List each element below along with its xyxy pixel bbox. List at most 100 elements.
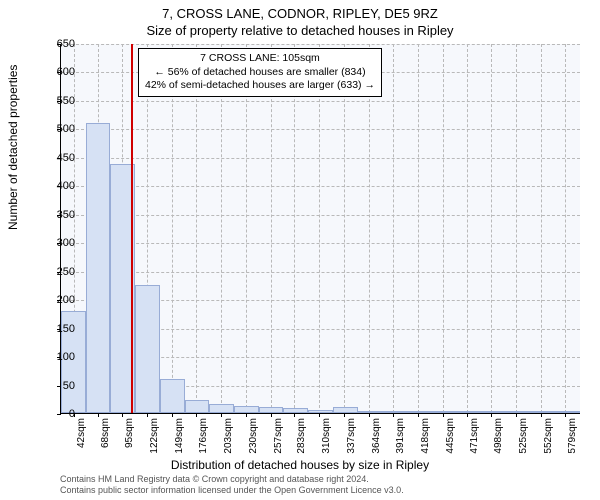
annotation-line-3: 42% of semi-detached houses are larger (…	[145, 79, 375, 93]
gridline-vertical	[467, 44, 468, 413]
x-tick-mark	[122, 413, 123, 417]
y-tick-label: 350	[35, 209, 75, 221]
x-tick-label: 471sqm	[469, 418, 480, 454]
footer-line-2: Contains public sector information licen…	[60, 485, 404, 496]
x-tick-mark	[221, 413, 222, 417]
gridline-vertical	[443, 44, 444, 413]
x-tick-mark	[565, 413, 566, 417]
reference-marker-line	[131, 44, 133, 413]
x-tick-label: 418sqm	[420, 418, 431, 454]
x-tick-label: 257sqm	[273, 418, 284, 454]
x-tick-mark	[98, 413, 99, 417]
y-tick-label: 450	[35, 152, 75, 164]
histogram-bar	[209, 404, 234, 413]
x-axis-title: Distribution of detached houses by size …	[0, 458, 600, 472]
histogram-bar	[185, 400, 210, 413]
x-tick-mark	[369, 413, 370, 417]
histogram-bar	[234, 406, 259, 413]
x-tick-label: 203sqm	[223, 418, 234, 454]
x-tick-label: 95sqm	[124, 418, 135, 448]
x-tick-label: 283sqm	[296, 418, 307, 454]
histogram-bar	[86, 123, 111, 413]
histogram-bar	[382, 411, 407, 413]
x-tick-label: 552sqm	[543, 418, 554, 454]
x-tick-mark	[393, 413, 394, 417]
title-line-1: 7, CROSS LANE, CODNOR, RIPLEY, DE5 9RZ	[0, 6, 600, 23]
gridline-vertical	[393, 44, 394, 413]
x-tick-mark	[271, 413, 272, 417]
gridline-vertical	[319, 44, 320, 413]
x-tick-mark	[491, 413, 492, 417]
x-tick-label: 310sqm	[321, 418, 332, 454]
y-tick-label: 550	[35, 95, 75, 107]
x-tick-label: 579sqm	[567, 418, 578, 454]
histogram-bar	[308, 410, 333, 413]
histogram-bar	[358, 411, 383, 413]
chart-title: 7, CROSS LANE, CODNOR, RIPLEY, DE5 9RZ S…	[0, 0, 600, 40]
gridline-horizontal	[61, 129, 580, 130]
x-tick-label: 364sqm	[371, 418, 382, 454]
gridline-vertical	[491, 44, 492, 413]
histogram-bar	[160, 379, 185, 413]
gridline-horizontal	[61, 186, 580, 187]
histogram-bar	[481, 411, 506, 413]
x-tick-mark	[196, 413, 197, 417]
gridline-vertical	[418, 44, 419, 413]
x-tick-label: 68sqm	[100, 418, 111, 448]
gridline-vertical	[541, 44, 542, 413]
annotation-line-2: ← 56% of detached houses are smaller (83…	[145, 66, 375, 80]
x-tick-label: 122sqm	[149, 418, 160, 454]
x-tick-mark	[319, 413, 320, 417]
gridline-horizontal	[61, 215, 580, 216]
histogram-bar	[135, 285, 160, 413]
x-tick-label: 525sqm	[518, 418, 529, 454]
gridline-horizontal	[61, 243, 580, 244]
y-tick-label: 150	[35, 323, 75, 335]
y-tick-label: 650	[35, 38, 75, 50]
x-tick-label: 391sqm	[395, 418, 406, 454]
x-tick-label: 42sqm	[76, 418, 87, 448]
gridline-vertical	[344, 44, 345, 413]
x-tick-mark	[344, 413, 345, 417]
footer-attribution: Contains HM Land Registry data © Crown c…	[60, 474, 404, 497]
x-tick-label: 230sqm	[248, 418, 259, 454]
gridline-horizontal	[61, 44, 580, 45]
gridline-vertical	[172, 44, 173, 413]
histogram-bar	[456, 411, 481, 413]
y-tick-label: 50	[35, 380, 75, 392]
gridline-vertical	[221, 44, 222, 413]
x-tick-mark	[147, 413, 148, 417]
y-tick-label: 200	[35, 294, 75, 306]
gridline-vertical	[246, 44, 247, 413]
histogram-bar	[333, 407, 358, 413]
y-tick-label: 600	[35, 66, 75, 78]
x-tick-label: 445sqm	[445, 418, 456, 454]
gridline-vertical	[294, 44, 295, 413]
x-tick-mark	[418, 413, 419, 417]
annotation-line-1: 7 CROSS LANE: 105sqm	[145, 52, 375, 66]
footer-line-1: Contains HM Land Registry data © Crown c…	[60, 474, 404, 485]
histogram-bar	[506, 411, 531, 413]
y-tick-label: 250	[35, 266, 75, 278]
x-tick-mark	[172, 413, 173, 417]
gridline-vertical	[196, 44, 197, 413]
x-tick-mark	[294, 413, 295, 417]
gridline-horizontal	[61, 272, 580, 273]
y-tick-label: 0	[35, 408, 75, 420]
y-tick-label: 300	[35, 237, 75, 249]
x-tick-mark	[516, 413, 517, 417]
x-tick-label: 337sqm	[346, 418, 357, 454]
histogram-bar	[259, 407, 284, 413]
chart-area: 7 CROSS LANE: 105sqm ← 56% of detached h…	[60, 44, 580, 414]
x-tick-label: 176sqm	[198, 418, 209, 454]
gridline-horizontal	[61, 101, 580, 102]
histogram-bar	[555, 411, 580, 413]
y-tick-label: 100	[35, 351, 75, 363]
gridline-vertical	[516, 44, 517, 413]
x-tick-label: 149sqm	[174, 418, 185, 454]
gridline-vertical	[369, 44, 370, 413]
title-line-2: Size of property relative to detached ho…	[0, 23, 600, 40]
y-axis-title: Number of detached properties	[6, 65, 20, 230]
x-tick-mark	[541, 413, 542, 417]
x-tick-mark	[443, 413, 444, 417]
